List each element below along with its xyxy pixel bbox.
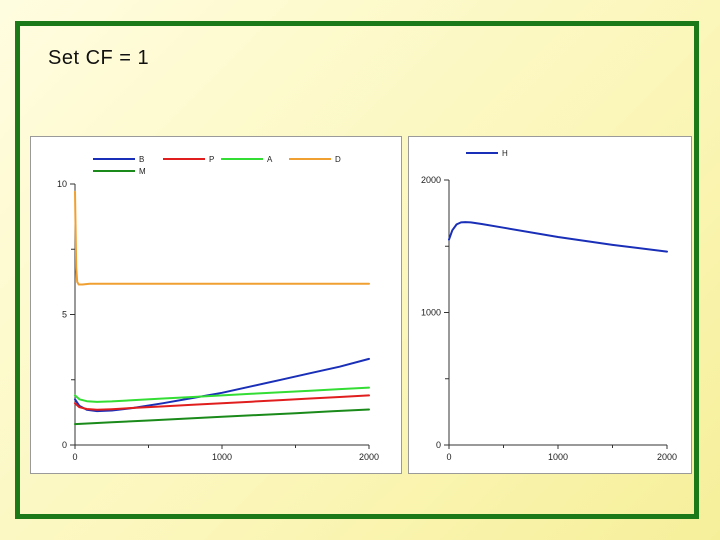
chart-right-svg: 0 1000 2000 0 1000 2000 H xyxy=(421,149,677,462)
chart-panel-left: 0 1000 2000 0 5 10 B P A D M xyxy=(30,136,402,474)
right-x-tick-label: 0 xyxy=(446,452,451,462)
slide-frame xyxy=(15,21,699,519)
left-y-tick-label: 10 xyxy=(57,179,67,189)
left-legend-label-D: D xyxy=(335,155,341,164)
right-y-tick-label: 2000 xyxy=(421,175,441,185)
left-series-line-D xyxy=(74,190,370,286)
left-series-line-A xyxy=(74,386,370,403)
left-legend-label-A: A xyxy=(267,155,273,164)
slide-title: Set CF = 1 xyxy=(48,47,150,69)
left-legend-label-M: M xyxy=(139,167,146,176)
left-legend-label-B: B xyxy=(139,155,144,164)
left-x-tick-label: 1000 xyxy=(212,452,232,462)
right-legend-label-H: H xyxy=(502,149,508,158)
right-series-line-H xyxy=(448,221,668,253)
left-x-tick-label: 2000 xyxy=(359,452,379,462)
left-y-tick-label: 5 xyxy=(62,310,67,320)
right-y-tick-label: 1000 xyxy=(421,308,441,318)
right-y-tick-label: 0 xyxy=(436,440,441,450)
left-legend-label-P: P xyxy=(209,155,214,164)
chart-left-svg: 0 1000 2000 0 5 10 B P A D M xyxy=(57,155,379,462)
right-x-tick-label: 1000 xyxy=(548,452,568,462)
chart-panel-right: 0 1000 2000 0 1000 2000 H xyxy=(408,136,692,474)
left-y-tick-label: 0 xyxy=(62,440,67,450)
left-series-line-P xyxy=(74,394,370,411)
left-series-line-M xyxy=(74,408,370,426)
left-x-tick-label: 0 xyxy=(72,452,77,462)
right-x-tick-label: 2000 xyxy=(657,452,677,462)
